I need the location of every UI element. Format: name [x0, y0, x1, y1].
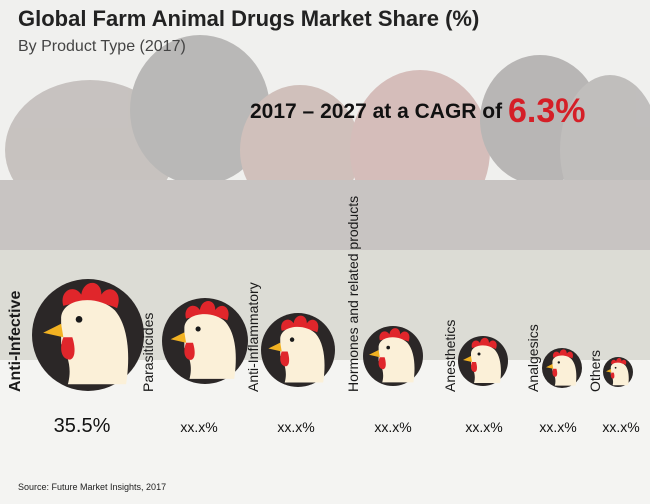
- chicken-head-icon: [268, 315, 325, 383]
- source-note: Source: Future Market Insights, 2017: [18, 482, 167, 492]
- cagr-callout: 2017 – 2027 at a CAGR of 6.3%: [250, 92, 585, 131]
- chicken-head-icon: [606, 358, 629, 386]
- chicken-head-icon: [43, 282, 129, 385]
- value-label-hormones-and-related-products: xx.x%: [374, 419, 411, 435]
- bubble-parasiticides: [162, 298, 248, 384]
- bubble-anti-infective: [32, 279, 144, 391]
- bubble-others: [603, 357, 633, 387]
- cagr-value: 6.3%: [507, 92, 586, 130]
- category-label-others: Others: [587, 350, 603, 392]
- bubble-anesthetics: [458, 336, 508, 386]
- value-label-others: xx.x%: [602, 419, 639, 435]
- cagr-prefix: 2017 – 2027 at a CAGR of: [250, 100, 503, 123]
- chicken-head-icon: [546, 349, 577, 386]
- chicken-head-icon: [170, 301, 236, 379]
- category-label-anti-infective: Anti-Infective: [7, 291, 24, 392]
- bubble-analgesics: [542, 348, 582, 388]
- bubble-anti-inflammatory: [261, 313, 335, 387]
- category-label-anesthetics: Anesthetics: [442, 320, 458, 392]
- category-label-parasiticides: Parasiticides: [140, 313, 156, 392]
- bubble-hormones-and-related-products: [363, 326, 423, 386]
- category-label-analgesics: Analgesics: [525, 324, 541, 392]
- value-label-anti-inflammatory: xx.x%: [277, 419, 314, 435]
- value-label-parasiticides: xx.x%: [180, 419, 217, 435]
- value-label-anesthetics: xx.x%: [465, 419, 502, 435]
- chicken-head-icon: [463, 337, 501, 383]
- chart-title: Global Farm Animal Drugs Market Share (%…: [18, 6, 480, 31]
- value-label-anti-infective: 35.5%: [54, 415, 111, 437]
- category-label-anti-inflammatory: Anti-Inflammatory: [245, 282, 261, 392]
- chart-subtitle: By Product Type (2017): [18, 38, 186, 55]
- chicken-head-icon: [369, 328, 415, 383]
- value-label-analgesics: xx.x%: [539, 419, 576, 435]
- category-label-hormones-and-related-products: Hormones and related products: [345, 196, 361, 392]
